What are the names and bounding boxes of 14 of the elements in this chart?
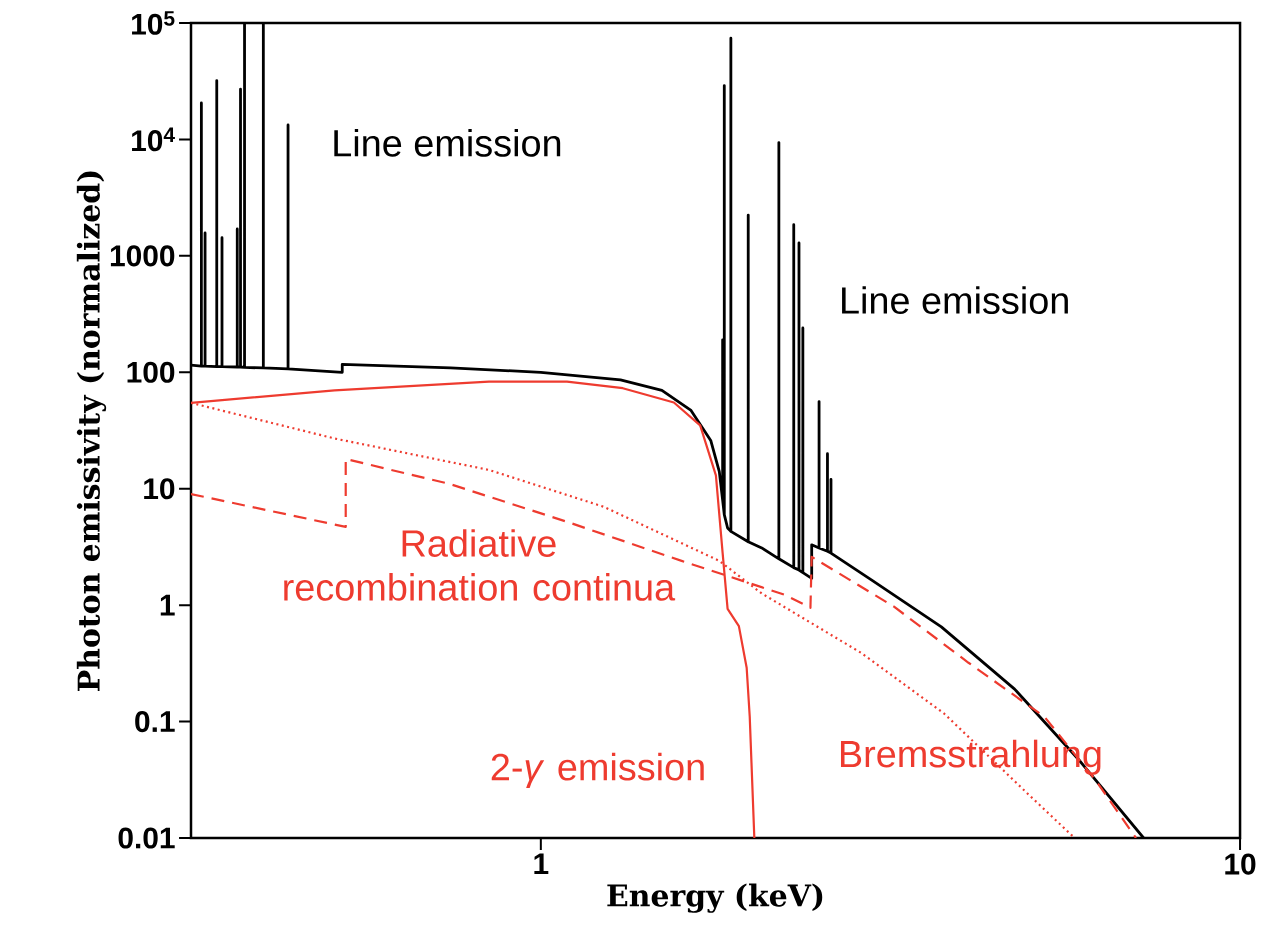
y-tick-label: 1 — [160, 594, 175, 616]
y-tick-label: 10$^{5}$ — [132, 11, 175, 35]
y-tick-label: 1000 — [110, 245, 175, 267]
annotation: Line emission — [334, 128, 561, 157]
y-axis-title: Photon emissivity (normalized) — [76, 171, 107, 691]
y-tick-label: 10$^{4}$ — [132, 127, 175, 152]
y-tick-label: 0.01 — [118, 827, 175, 849]
series-label: 2-γ emission — [491, 752, 704, 788]
y-tick-label: 10 — [144, 478, 175, 500]
series-label: Radiative recombination continua — [284, 529, 676, 601]
x-axis-title: Energy (keV) — [607, 883, 823, 913]
y-tick-label: 0.1 — [135, 710, 175, 733]
y-tick-label: 100 — [127, 361, 175, 383]
annotation: Line emission — [842, 286, 1068, 314]
